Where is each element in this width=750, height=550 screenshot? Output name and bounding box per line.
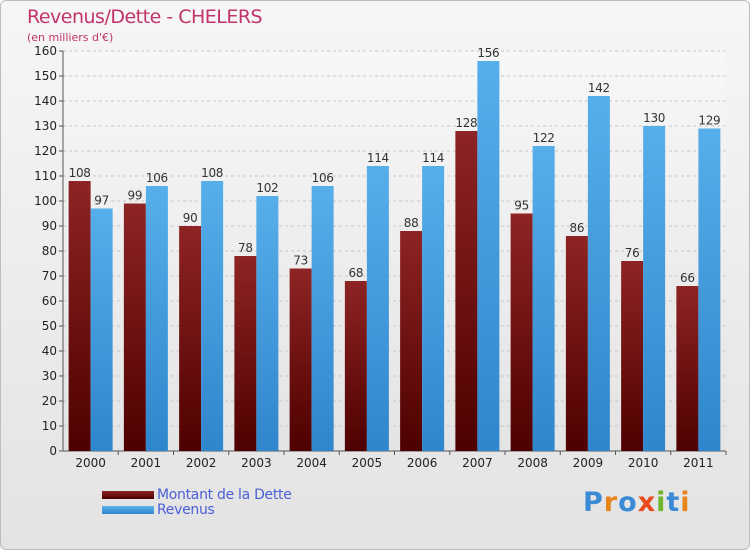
y-tick-label: 100	[34, 194, 57, 208]
bar-dette	[676, 286, 699, 451]
bar-revenus	[477, 61, 500, 451]
x-tick-label: 2002	[186, 456, 217, 470]
bar-dette	[400, 231, 423, 451]
bar-dette	[565, 236, 588, 451]
legend-label-dette: Montant de la Dette	[157, 486, 292, 503]
bar-revenus	[366, 166, 389, 451]
logo-letter: o	[618, 487, 638, 518]
proxiti-logo: Proxiti	[583, 487, 691, 518]
x-tick-label: 2011	[683, 456, 714, 470]
data-label: 108	[69, 166, 91, 180]
y-tick-label: 0	[49, 444, 57, 458]
bar-dette	[621, 261, 644, 451]
x-tick-label: 2004	[296, 456, 327, 470]
logo-letter: i	[656, 487, 667, 518]
bar-revenus	[201, 181, 224, 451]
x-tick-label: 2010	[628, 456, 659, 470]
data-label: 106	[312, 171, 334, 185]
data-label: 114	[367, 151, 389, 165]
data-label: 99	[128, 189, 143, 203]
bar-revenus	[587, 96, 610, 451]
x-tick-label: 2003	[241, 456, 272, 470]
data-label: 95	[514, 199, 529, 213]
data-label: 156	[477, 46, 499, 60]
chart-subtitle: (en milliers d'€)	[27, 31, 114, 44]
data-label: 128	[455, 116, 477, 130]
data-label: 130	[643, 111, 665, 125]
y-tick-label: 10	[42, 419, 57, 433]
bar-revenus	[90, 208, 113, 451]
bar-revenus	[698, 128, 721, 451]
y-tick-label: 160	[34, 44, 57, 58]
logo-text: Proxiti	[583, 487, 691, 518]
y-tick-label: 140	[34, 94, 57, 108]
data-label: 129	[698, 114, 720, 128]
chart-title: Revenus/Dette - CHELERS	[27, 6, 263, 28]
logo-letter: r	[603, 487, 619, 518]
y-tick-label: 130	[34, 119, 57, 133]
y-tick-label: 150	[34, 69, 57, 83]
y-tick-label: 40	[42, 344, 57, 358]
bar-dette	[123, 203, 146, 451]
legend-swatch-revenus	[102, 505, 154, 514]
data-label: 73	[293, 254, 308, 268]
logo-letter: P	[583, 487, 604, 518]
y-tick-label: 80	[42, 244, 57, 258]
data-label: 66	[680, 271, 695, 285]
data-label: 102	[256, 181, 278, 195]
bar-dette	[234, 256, 257, 451]
legend-swatch-dette	[102, 490, 154, 499]
bar-dette	[179, 226, 202, 451]
x-tick-label: 2000	[75, 456, 106, 470]
legend-item-dette: Montant de la Dette	[102, 486, 292, 503]
bar-dette	[344, 281, 367, 451]
bar-dette	[68, 181, 91, 451]
bar-dette	[510, 213, 533, 451]
legend-label-revenus: Revenus	[157, 501, 215, 518]
logo-letter: x	[637, 487, 657, 518]
bar-revenus	[311, 186, 334, 451]
data-label: 106	[146, 171, 168, 185]
data-label: 97	[94, 194, 109, 208]
y-tick-label: 30	[42, 369, 57, 383]
bar-revenus	[643, 126, 666, 451]
y-tick-label: 70	[42, 269, 57, 283]
bar-revenus	[532, 146, 555, 451]
x-tick-label: 2006	[407, 456, 438, 470]
data-label: 90	[183, 211, 198, 225]
data-label: 68	[349, 266, 364, 280]
y-tick-label: 20	[42, 394, 57, 408]
y-tick-label: 60	[42, 294, 57, 308]
x-tick-label: 2001	[131, 456, 162, 470]
bar-revenus	[256, 196, 279, 451]
legend-item-revenus: Revenus	[102, 501, 292, 518]
data-label: 114	[422, 151, 444, 165]
y-tick-label: 110	[34, 169, 57, 183]
y-tick-label: 50	[42, 319, 57, 333]
data-label: 88	[404, 216, 419, 230]
data-label: 108	[201, 166, 223, 180]
logo-letter: i	[680, 487, 691, 518]
x-tick-label: 2008	[517, 456, 548, 470]
data-label: 78	[238, 241, 253, 255]
x-tick-label: 2009	[573, 456, 604, 470]
bar-dette	[455, 131, 478, 451]
data-label: 122	[533, 131, 555, 145]
x-tick-label: 2005	[352, 456, 383, 470]
y-tick-label: 90	[42, 219, 57, 233]
data-label: 142	[588, 81, 610, 95]
bar-revenus	[422, 166, 445, 451]
data-label: 86	[570, 221, 585, 235]
data-label: 76	[625, 246, 640, 260]
bar-revenus	[145, 186, 168, 451]
x-tick-label: 2007	[462, 456, 493, 470]
y-tick-label: 120	[34, 144, 57, 158]
bar-dette	[289, 268, 312, 451]
logo-letter: t	[666, 487, 681, 518]
legend: Montant de la Dette Revenus	[102, 486, 292, 518]
